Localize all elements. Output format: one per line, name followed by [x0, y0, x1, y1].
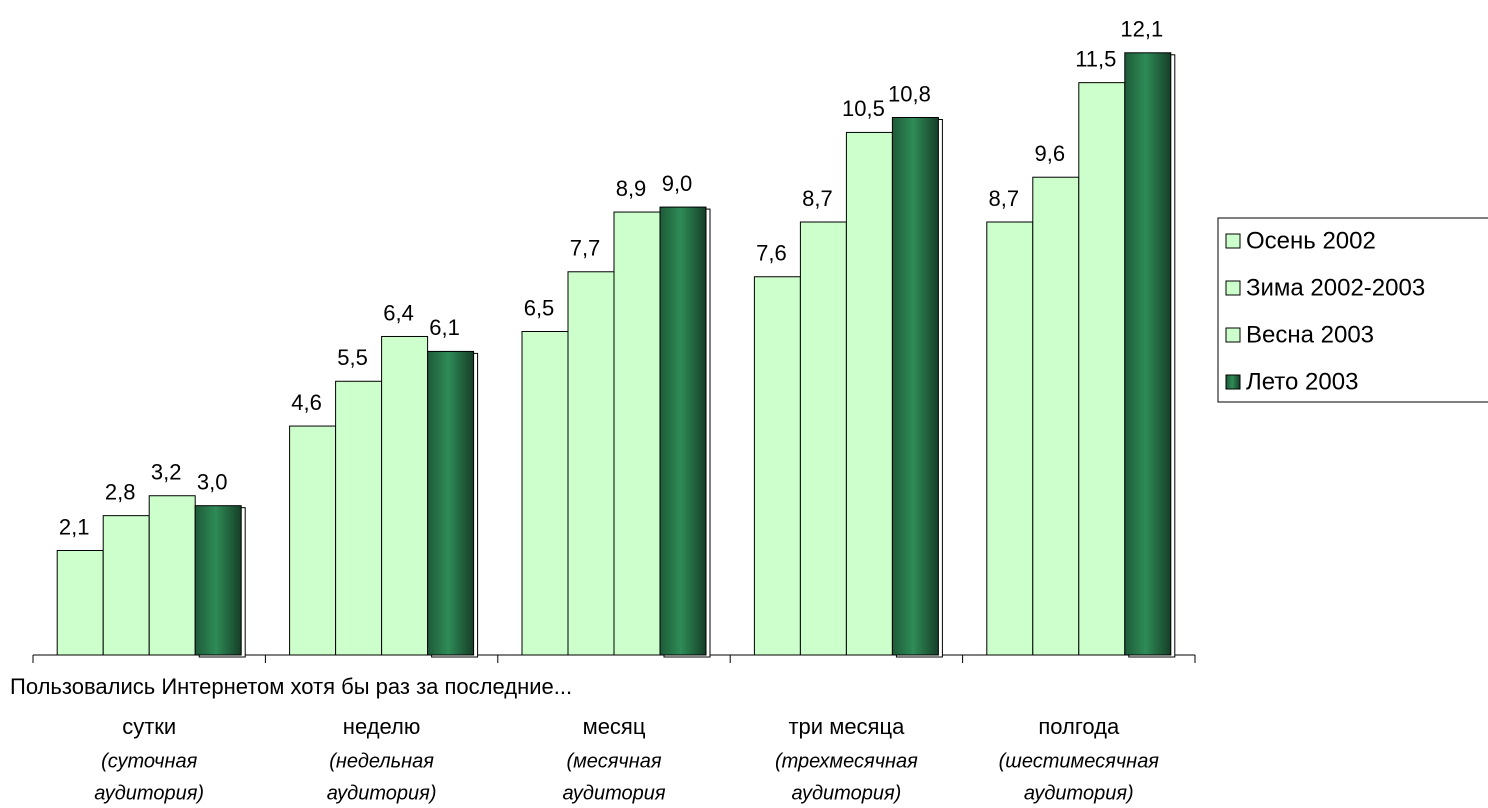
bar-shade	[892, 117, 939, 655]
value-label: 3,0	[197, 470, 228, 495]
category-note: аудитория)	[1024, 782, 1134, 804]
value-label: 12,1	[1120, 17, 1163, 42]
x-tick-label: сутки	[122, 714, 176, 739]
legend-label: Весна 2003	[1246, 321, 1374, 348]
x-axis-label: Пользовались Интернетом хотя бы раз за п…	[10, 674, 572, 699]
x-tick-label: месяц	[583, 714, 646, 739]
bar	[335, 380, 383, 656]
value-label: 9,0	[662, 171, 693, 196]
bar	[1078, 82, 1126, 656]
bar	[56, 549, 104, 656]
x-tick-label: неделю	[343, 714, 421, 739]
bar	[799, 221, 847, 656]
value-label: 5,5	[337, 345, 368, 370]
value-label: 7,7	[570, 236, 601, 261]
value-label: 4,6	[291, 390, 322, 415]
legend-swatch	[1225, 233, 1241, 249]
category-note: аудитория)	[94, 782, 204, 804]
bar	[289, 425, 337, 656]
bar-shade	[660, 207, 706, 656]
value-label: 9,6	[1035, 141, 1066, 166]
bar	[613, 211, 661, 656]
bar-shade	[427, 351, 474, 655]
bar	[148, 495, 196, 656]
legend-swatch-shade	[1226, 375, 1240, 389]
category-note: аудитория)	[327, 782, 437, 804]
category-note: (месячная	[566, 750, 661, 772]
legend-label: Осень 2002	[1246, 227, 1376, 254]
value-label: 6,5	[524, 295, 555, 320]
legend-box	[1217, 217, 1488, 403]
value-label: 8,9	[616, 176, 647, 201]
bar	[986, 221, 1034, 656]
bar	[381, 335, 429, 656]
x-tick-label: полгода	[1038, 714, 1120, 739]
value-label: 11,5	[1075, 46, 1116, 71]
bar-shade	[195, 505, 242, 655]
category-note: (суточная	[101, 750, 198, 772]
category-note: (недельная	[329, 750, 434, 772]
category-note: (шестимесячная	[999, 750, 1160, 772]
category-note: аудитория	[562, 782, 665, 804]
legend-label: Лето 2003	[1246, 368, 1358, 395]
x-tick-label: три месяца	[788, 714, 905, 739]
value-label: 7,6	[756, 241, 787, 266]
legend-label: Зима 2002-2003	[1246, 274, 1425, 301]
value-label: 3,2	[151, 460, 182, 485]
legend-swatch	[1225, 327, 1241, 343]
bar	[753, 276, 801, 656]
value-label: 8,7	[802, 186, 833, 211]
value-label: 6,4	[383, 300, 414, 325]
bar	[521, 331, 569, 656]
bar	[102, 515, 150, 656]
category-note: (трехмесячная	[775, 750, 918, 772]
value-label: 10,8	[888, 81, 931, 106]
value-label: 8,7	[989, 186, 1020, 211]
bar-shade	[1124, 52, 1171, 656]
value-label: 6,1	[429, 315, 460, 340]
bar	[1032, 176, 1080, 656]
value-label: 10,5	[842, 96, 885, 121]
bar	[567, 271, 615, 656]
legend-swatch	[1225, 280, 1241, 296]
category-note: аудитория)	[792, 782, 902, 804]
value-label: 2,1	[59, 514, 90, 539]
value-label: 2,8	[105, 479, 136, 504]
bar	[845, 131, 893, 656]
